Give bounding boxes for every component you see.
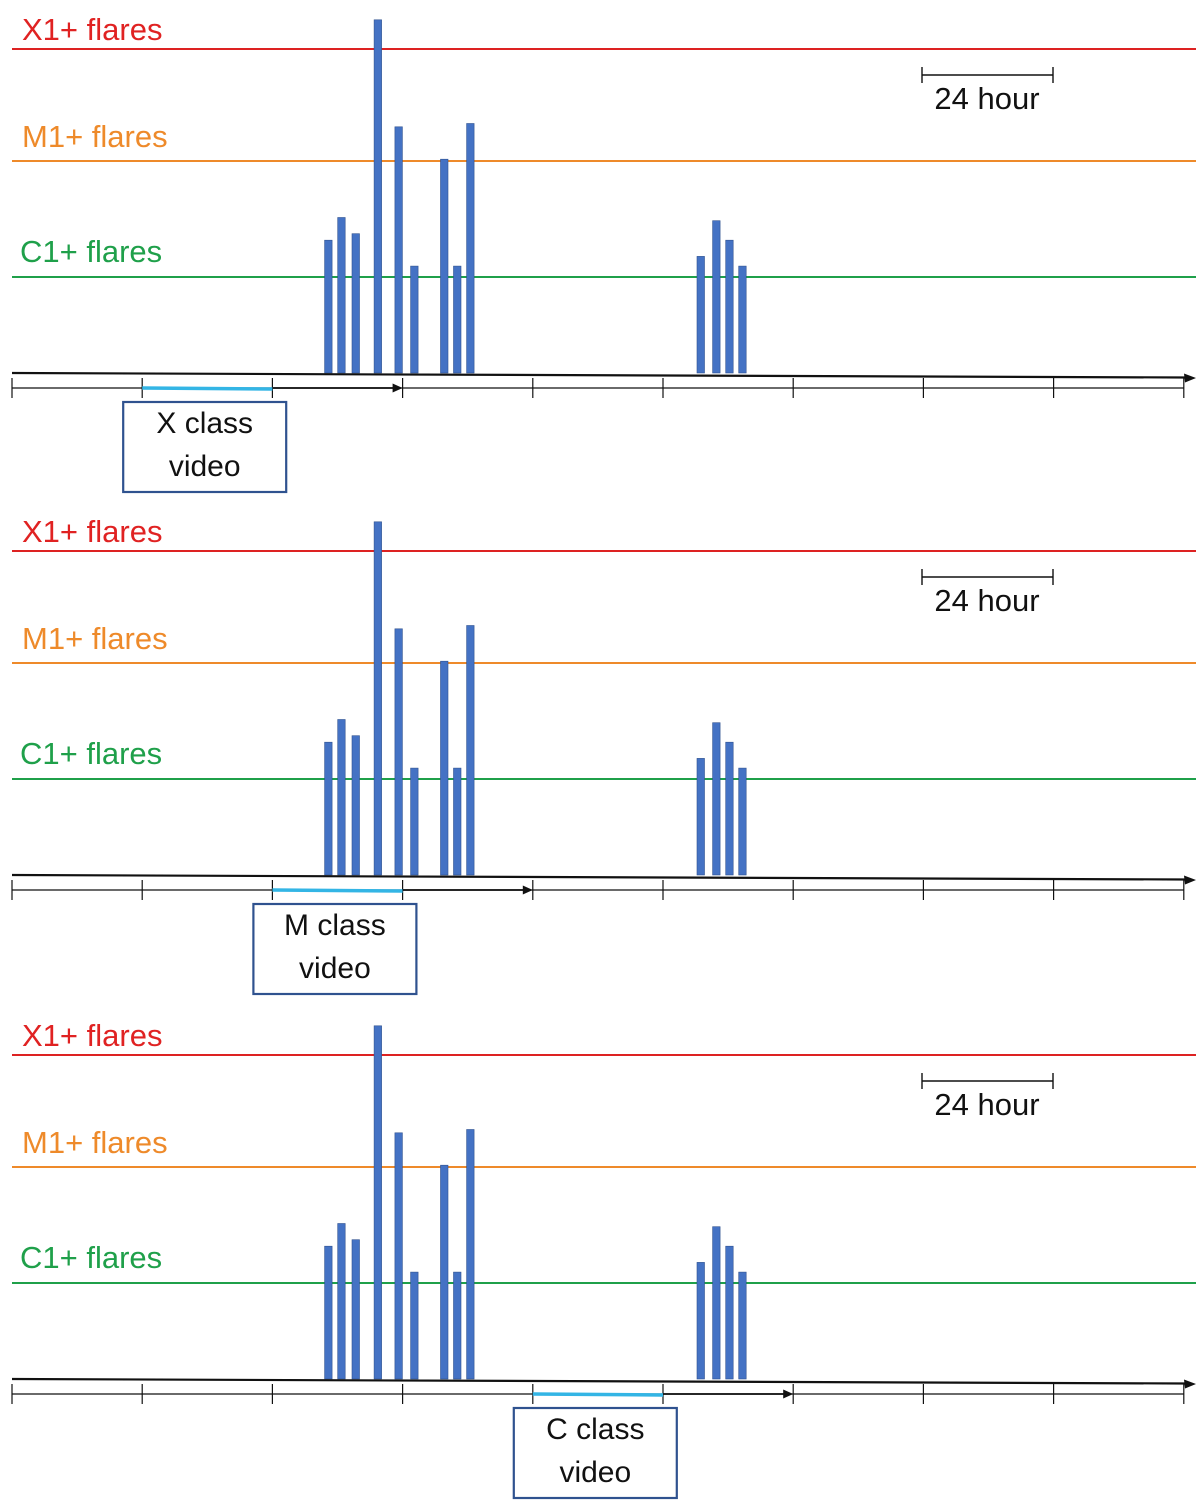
flare-bar-2 [337,217,346,374]
flare-bar-1 [324,239,333,374]
time-axis [11,371,1187,379]
video-label-line2: video [559,1456,631,1489]
flare-bar-2 [337,1223,346,1380]
flare-bar-13 [738,767,747,876]
flare-bar-4 [373,521,382,876]
flare-bar-13 [738,1271,747,1380]
video-label-box [252,902,418,996]
flare-bar-3 [351,1239,360,1380]
flare-bar-12 [725,1245,734,1380]
video-window [532,1392,664,1397]
flare-bar-10 [696,1262,705,1380]
x-threshold-label: X1+ flares [22,514,162,549]
time-axis-arrowhead [1184,1379,1196,1389]
video-window [142,386,273,391]
flare-bar-7 [440,158,449,374]
flare-bar-5 [394,126,403,374]
flare-bar-4 [373,1025,382,1380]
flare-bar-5 [394,628,403,876]
flare-bar-11 [712,220,721,374]
c-threshold-label: C1+ flares [20,234,162,269]
forecast-arrowhead [783,1389,794,1399]
forecast-arrowhead [392,383,403,393]
video-label-line1: X class [156,407,253,440]
time-axis-arrowhead [1184,373,1196,383]
flare-bar-11 [712,722,721,876]
flare-bar-6 [410,1271,419,1380]
flare-bar-1 [324,741,333,876]
flare-bar-3 [351,735,360,876]
flare-bar-3 [351,233,360,374]
time-axis [11,1377,1187,1385]
m-threshold-label: M1+ flares [22,119,168,154]
flare-bar-4 [373,19,382,374]
video-label-line2: video [169,450,241,483]
forecast-arrowhead [522,885,533,895]
flare-bar-13 [738,265,747,374]
flare-bar-12 [725,239,734,374]
flare-bar-11 [712,1226,721,1380]
scale-bar-label: 24 hour [934,583,1039,618]
flare-bar-8 [453,1271,462,1380]
video-label-box [512,1406,678,1500]
flare-bar-2 [337,719,346,876]
flare-bar-9 [466,123,475,374]
flare-bar-5 [394,1132,403,1380]
scale-bar-label: 24 hour [934,81,1039,116]
flare-bar-10 [696,758,705,876]
flare-bar-8 [453,767,462,876]
flare-bar-8 [453,265,462,374]
flare-bar-7 [440,1164,449,1380]
time-axis [11,873,1187,881]
flare-bar-6 [410,265,419,374]
panel-1: X1+ flares M1+ flares C1+ flares X class vid… [11,12,1196,494]
flare-bar-9 [466,1129,475,1380]
video-label-line1: C class [546,1413,644,1446]
video-label-box [122,400,288,494]
flare-bar-1 [324,1245,333,1380]
video-window [272,888,403,893]
scale-bar-label: 24 hour [934,1087,1039,1122]
flare-bar-12 [725,741,734,876]
panel-2: X1+ flares M1+ flares C1+ flares M class vid… [11,514,1196,996]
flare-bar-10 [696,256,705,374]
flare-bar-6 [410,767,419,876]
c-threshold-label: C1+ flares [20,736,162,771]
c-threshold-label: C1+ flares [20,1240,162,1275]
panel-3: X1+ flares M1+ flares C1+ flares C class vid… [11,1018,1196,1500]
flare-bar-7 [440,660,449,876]
x-threshold-label: X1+ flares [22,1018,162,1053]
video-label-line1: M class [284,909,386,942]
m-threshold-label: M1+ flares [22,1125,168,1160]
video-label-line2: video [299,952,371,985]
flare-bar-9 [466,625,475,876]
m-threshold-label: M1+ flares [22,621,168,656]
x-threshold-label: X1+ flares [22,12,162,47]
time-axis-arrowhead [1184,875,1196,885]
